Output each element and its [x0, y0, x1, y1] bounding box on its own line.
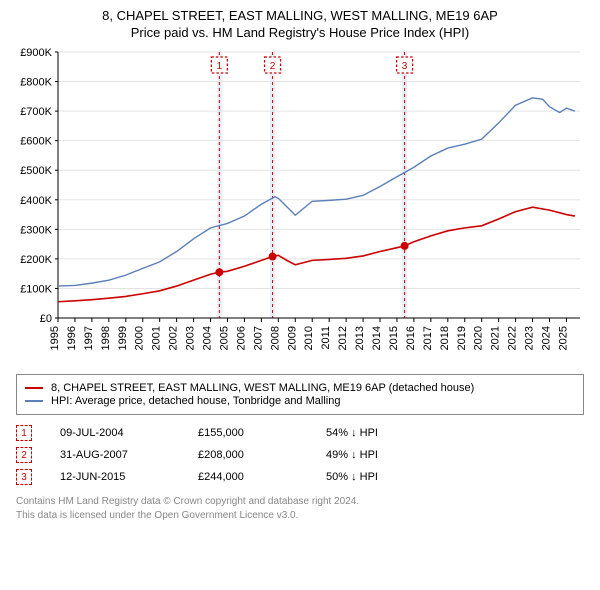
x-tick-label: 2003 [185, 326, 197, 350]
title-line2: Price paid vs. HM Land Registry's House … [10, 25, 590, 40]
y-tick-label: £200K [20, 254, 52, 266]
x-tick-label: 2022 [507, 326, 519, 350]
transaction-date: 09-JUL-2004 [60, 427, 170, 439]
x-tick-label: 1995 [49, 326, 61, 350]
transaction-date: 31-AUG-2007 [60, 449, 170, 461]
x-tick-label: 2015 [388, 326, 400, 350]
transaction-marker [401, 242, 409, 250]
transaction-delta: 49% ↓ HPI [326, 449, 378, 461]
x-tick-label: 2014 [371, 326, 383, 350]
y-tick-label: £100K [20, 283, 52, 295]
marker-number: 2 [270, 61, 276, 72]
title-line1: 8, CHAPEL STREET, EAST MALLING, WEST MAL… [10, 8, 590, 23]
x-tick-label: 2006 [235, 326, 247, 350]
y-tick-label: £700K [20, 106, 52, 118]
x-tick-label: 2017 [422, 326, 434, 350]
footer: Contains HM Land Registry data © Crown c… [16, 495, 584, 522]
x-tick-label: 2019 [456, 326, 468, 350]
transaction-marker-box: 1 [16, 425, 32, 441]
shaded-band [217, 52, 222, 318]
x-tick-label: 2018 [439, 326, 451, 350]
y-tick-label: £0 [40, 313, 52, 325]
transaction-marker-box: 3 [16, 469, 32, 485]
transaction-price: £244,000 [198, 471, 298, 483]
legend: 8, CHAPEL STREET, EAST MALLING, WEST MAL… [16, 374, 584, 415]
transaction-row: 1 09-JUL-2004 £155,000 54% ↓ HPI [16, 425, 584, 441]
transaction-price: £208,000 [198, 449, 298, 461]
x-tick-label: 2021 [490, 326, 502, 350]
x-tick-label: 2000 [134, 326, 146, 350]
footer-line2: This data is licensed under the Open Gov… [16, 509, 584, 523]
chart: £0 £100K £200K £300K £400K £500K £600K £700K £80… [10, 46, 590, 366]
x-tick-label: 1996 [66, 326, 78, 350]
y-tick-label: £400K [20, 195, 52, 207]
legend-item: HPI: Average price, detached house, Tonb… [25, 395, 575, 407]
x-tick-label: 2008 [269, 326, 281, 350]
transaction-row: 2 31-AUG-2007 £208,000 49% ↓ HPI [16, 447, 584, 463]
x-tick-label: 1997 [83, 326, 95, 350]
x-tick-label: 2005 [218, 326, 230, 350]
y-tick-label: £800K [20, 77, 52, 89]
x-tick-label: 1998 [100, 326, 112, 350]
legend-label: 8, CHAPEL STREET, EAST MALLING, WEST MAL… [51, 382, 474, 394]
x-tick-label: 1999 [117, 326, 129, 350]
legend-swatch [25, 387, 43, 389]
legend-swatch [25, 400, 43, 402]
y-tick-label: £900K [20, 47, 52, 59]
x-tick-label: 2012 [337, 326, 349, 350]
marker-number: 1 [217, 61, 223, 72]
figure-container: 8, CHAPEL STREET, EAST MALLING, WEST MAL… [0, 0, 600, 530]
transaction-marker [269, 253, 277, 261]
x-tick-label: 2016 [405, 326, 417, 350]
transaction-date: 12-JUN-2015 [60, 471, 170, 483]
transaction-price: £155,000 [198, 427, 298, 439]
x-tick-label: 2009 [286, 326, 298, 350]
x-tick-label: 2002 [168, 326, 180, 350]
x-tick-label: 2011 [320, 326, 332, 350]
transaction-delta: 50% ↓ HPI [326, 471, 378, 483]
transactions-table: 1 09-JUL-2004 £155,000 54% ↓ HPI 2 31-AUG-200… [16, 425, 584, 485]
transaction-delta: 54% ↓ HPI [326, 427, 378, 439]
x-tick-label: 2007 [252, 326, 264, 350]
y-tick-label: £600K [20, 136, 52, 148]
transaction-row: 3 12-JUN-2015 £244,000 50% ↓ HPI [16, 469, 584, 485]
x-tick-label: 2001 [151, 326, 163, 350]
x-tick-label: 2025 [557, 326, 569, 350]
y-tick-label: £300K [20, 224, 52, 236]
chart-svg: £0 £100K £200K £300K £400K £500K £600K £700K £80… [10, 46, 590, 366]
marker-number: 3 [402, 61, 408, 72]
transaction-marker [215, 268, 223, 276]
title-block: 8, CHAPEL STREET, EAST MALLING, WEST MAL… [10, 8, 590, 40]
legend-label: HPI: Average price, detached house, Tonb… [51, 395, 340, 407]
x-tick-label: 2024 [540, 326, 552, 350]
x-tick-label: 2004 [202, 326, 214, 350]
x-tick-label: 2023 [524, 326, 536, 350]
footer-line1: Contains HM Land Registry data © Crown c… [16, 495, 584, 509]
transaction-marker-box: 2 [16, 447, 32, 463]
x-tick-label: 2013 [354, 326, 366, 350]
legend-item: 8, CHAPEL STREET, EAST MALLING, WEST MAL… [25, 382, 575, 394]
y-tick-label: £500K [20, 165, 52, 177]
x-tick-label: 2020 [473, 326, 485, 350]
x-tick-label: 2010 [303, 326, 315, 350]
